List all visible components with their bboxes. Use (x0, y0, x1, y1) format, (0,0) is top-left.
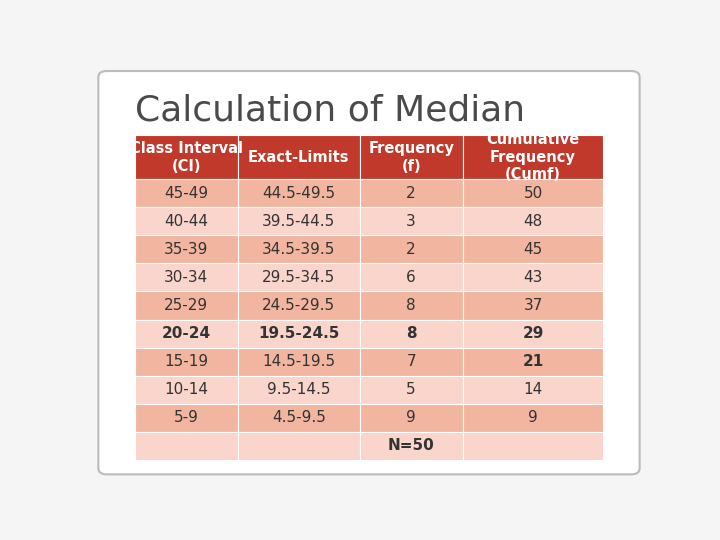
Bar (238, 348, 359, 376)
Bar (135, 207, 238, 235)
Bar (135, 264, 238, 292)
Text: 34.5-39.5: 34.5-39.5 (262, 242, 336, 257)
Text: 9: 9 (406, 410, 416, 425)
Text: 29: 29 (523, 326, 544, 341)
Bar (135, 376, 238, 404)
Bar (135, 292, 238, 320)
Text: 50: 50 (523, 186, 543, 201)
Text: Class Interval
(CI): Class Interval (CI) (130, 141, 243, 173)
Bar (238, 404, 359, 432)
FancyBboxPatch shape (99, 71, 639, 474)
Text: 44.5-49.5: 44.5-49.5 (262, 186, 336, 201)
Bar (238, 136, 359, 179)
Bar (359, 348, 463, 376)
Text: 2: 2 (406, 242, 416, 257)
Text: N=50: N=50 (388, 438, 435, 453)
Text: Exact-Limits: Exact-Limits (248, 150, 349, 165)
Bar (359, 136, 463, 179)
Bar (238, 432, 359, 460)
Bar (463, 179, 603, 207)
Bar (135, 432, 238, 460)
Bar (135, 235, 238, 264)
Text: 40-44: 40-44 (164, 214, 208, 229)
Text: 14.5-19.5: 14.5-19.5 (262, 354, 336, 369)
Bar (238, 207, 359, 235)
Text: Calculation of Median: Calculation of Median (135, 94, 525, 128)
Bar (359, 404, 463, 432)
Bar (463, 235, 603, 264)
Bar (238, 320, 359, 348)
Text: 14: 14 (523, 382, 543, 397)
Text: 9: 9 (528, 410, 538, 425)
Text: 7: 7 (406, 354, 416, 369)
Bar (238, 179, 359, 207)
Text: 4.5-9.5: 4.5-9.5 (271, 410, 325, 425)
Bar (359, 207, 463, 235)
Bar (463, 136, 603, 179)
Text: 6: 6 (406, 270, 416, 285)
Text: 9.5-14.5: 9.5-14.5 (267, 382, 330, 397)
Bar (238, 264, 359, 292)
Bar (463, 264, 603, 292)
Text: 48: 48 (523, 214, 543, 229)
Bar (135, 348, 238, 376)
Bar (463, 376, 603, 404)
Bar (135, 320, 238, 348)
Bar (463, 320, 603, 348)
Text: 8: 8 (406, 298, 416, 313)
Bar (463, 348, 603, 376)
Text: 25-29: 25-29 (164, 298, 208, 313)
Text: 20-24: 20-24 (161, 326, 211, 341)
Bar (359, 235, 463, 264)
Bar (359, 179, 463, 207)
Text: 21: 21 (523, 354, 544, 369)
Text: 45-49: 45-49 (164, 186, 208, 201)
Bar (463, 404, 603, 432)
Text: 24.5-29.5: 24.5-29.5 (262, 298, 336, 313)
Bar (463, 292, 603, 320)
Bar (359, 432, 463, 460)
Text: 35-39: 35-39 (164, 242, 208, 257)
Text: 5-9: 5-9 (174, 410, 199, 425)
Bar (359, 292, 463, 320)
Text: 39.5-44.5: 39.5-44.5 (262, 214, 336, 229)
Bar (238, 292, 359, 320)
Bar (359, 376, 463, 404)
Text: 8: 8 (406, 326, 416, 341)
Text: 15-19: 15-19 (164, 354, 208, 369)
Text: 19.5-24.5: 19.5-24.5 (258, 326, 339, 341)
Text: 3: 3 (406, 214, 416, 229)
Bar (463, 207, 603, 235)
Bar (135, 179, 238, 207)
Bar (135, 136, 238, 179)
Text: 29.5-34.5: 29.5-34.5 (262, 270, 336, 285)
Bar (359, 320, 463, 348)
Bar (238, 235, 359, 264)
Text: 2: 2 (406, 186, 416, 201)
Bar (135, 404, 238, 432)
Text: 30-34: 30-34 (164, 270, 208, 285)
Text: 43: 43 (523, 270, 543, 285)
Bar (359, 264, 463, 292)
Bar (463, 432, 603, 460)
Text: 37: 37 (523, 298, 543, 313)
Text: 45: 45 (523, 242, 543, 257)
Bar (238, 376, 359, 404)
Text: 5: 5 (406, 382, 416, 397)
Text: 10-14: 10-14 (164, 382, 208, 397)
Text: Frequency
(f): Frequency (f) (368, 141, 454, 173)
Text: Cumulative
Frequency
(Cumf): Cumulative Frequency (Cumf) (487, 132, 580, 183)
